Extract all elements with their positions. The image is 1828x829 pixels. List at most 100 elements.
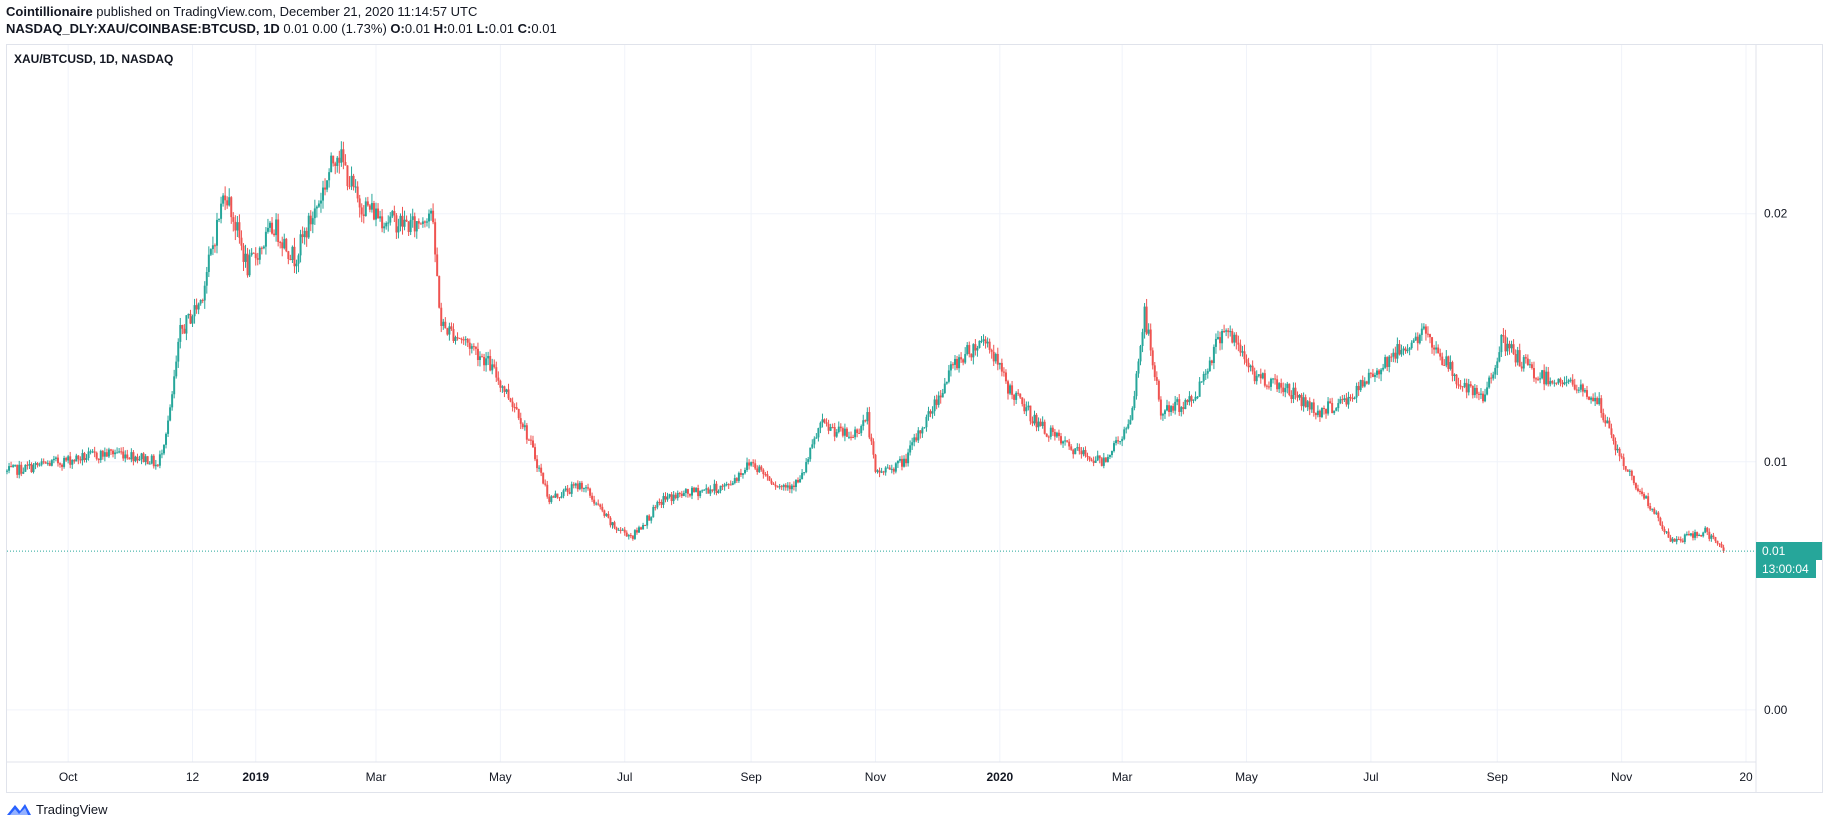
candle <box>116 447 119 454</box>
candle <box>1219 331 1222 351</box>
candle <box>240 230 243 251</box>
candle-body <box>1608 420 1611 429</box>
candle-body <box>1380 369 1383 375</box>
candle <box>1060 432 1063 446</box>
candle-body <box>695 488 698 492</box>
candle-body <box>625 532 628 537</box>
chart-frame[interactable] <box>6 44 1823 793</box>
candle <box>1320 407 1323 419</box>
candle <box>1090 457 1093 462</box>
candle <box>939 390 942 404</box>
candle-body <box>1180 407 1183 412</box>
candle-body <box>334 163 337 166</box>
candle <box>403 210 406 231</box>
candle <box>93 446 96 458</box>
candle-body <box>1422 326 1425 329</box>
author-name[interactable]: Cointillionaire <box>6 4 93 19</box>
y-tick-label: 0.00 <box>1764 703 1788 717</box>
candle-body <box>220 203 223 219</box>
candle-body <box>48 462 51 466</box>
candle-body <box>165 433 168 445</box>
candle-body <box>1643 494 1646 499</box>
candle-body <box>821 419 824 423</box>
candle-body <box>676 493 679 499</box>
candle-body <box>118 451 121 453</box>
candle-body <box>578 482 581 490</box>
candle-body <box>931 411 934 414</box>
candle <box>279 240 282 249</box>
candle-body <box>890 468 893 470</box>
candle-body <box>1473 387 1476 396</box>
candle <box>1186 399 1189 406</box>
candle <box>1673 538 1676 542</box>
candle <box>1390 353 1393 362</box>
candle <box>540 463 543 477</box>
candle <box>1453 373 1456 382</box>
candle <box>120 447 123 455</box>
candle <box>1400 344 1403 357</box>
candle <box>1345 393 1348 407</box>
candle <box>1314 412 1317 420</box>
candle <box>1388 355 1391 373</box>
candle-body <box>892 468 895 472</box>
candle <box>6 469 8 475</box>
candle <box>1080 446 1083 459</box>
candle-body <box>827 423 830 431</box>
candle-body <box>737 472 740 481</box>
candle <box>1325 408 1328 419</box>
candle-body <box>244 253 247 262</box>
candle-body <box>933 399 936 412</box>
candle <box>719 485 722 494</box>
legend-symbol[interactable]: XAU/BTCUSD, 1D, NASDAQ <box>14 52 174 66</box>
candle <box>1375 367 1378 378</box>
candle-body <box>285 238 288 252</box>
candle <box>1235 332 1238 350</box>
candle-body <box>1333 410 1336 414</box>
candle <box>1541 369 1544 380</box>
candle-body <box>326 180 329 190</box>
candle-body <box>701 490 704 492</box>
candle <box>609 516 612 528</box>
candle-body <box>228 197 231 206</box>
candle-body <box>917 430 920 441</box>
candle <box>295 259 298 274</box>
candle-body <box>554 493 557 498</box>
candle-body <box>277 219 280 243</box>
candle <box>46 460 49 466</box>
candle <box>128 457 131 460</box>
candle <box>605 513 608 517</box>
candle-body <box>615 527 618 530</box>
candle <box>1088 456 1091 462</box>
candle-body <box>387 222 390 224</box>
candle-body <box>568 492 571 494</box>
candle <box>1021 397 1024 407</box>
candle <box>1632 475 1635 486</box>
candle <box>974 339 977 356</box>
candle-body <box>134 456 137 462</box>
candle-body <box>648 515 651 521</box>
candle <box>1443 359 1446 366</box>
candle <box>1284 383 1287 398</box>
candle-body <box>160 453 163 455</box>
candle <box>1078 443 1081 455</box>
candle <box>1280 378 1283 394</box>
tradingview-brand[interactable]: TradingView <box>6 801 108 817</box>
candle-body <box>956 358 959 369</box>
candle <box>28 459 31 470</box>
candle-body <box>1186 400 1189 403</box>
candle-body <box>1698 534 1701 536</box>
candle <box>615 526 618 534</box>
candle <box>570 481 573 497</box>
candle <box>1096 450 1099 461</box>
candle <box>391 209 394 219</box>
candle <box>1025 401 1028 417</box>
candle-body <box>291 246 294 260</box>
candle-body <box>1378 370 1381 375</box>
candle <box>1547 367 1550 387</box>
candle-body <box>748 462 751 466</box>
candle <box>566 485 569 496</box>
candle <box>1408 346 1411 356</box>
symbol-full: NASDAQ_DLY:XAU/COINBASE:BTCUSD <box>6 21 256 36</box>
candle-body <box>1219 337 1222 344</box>
